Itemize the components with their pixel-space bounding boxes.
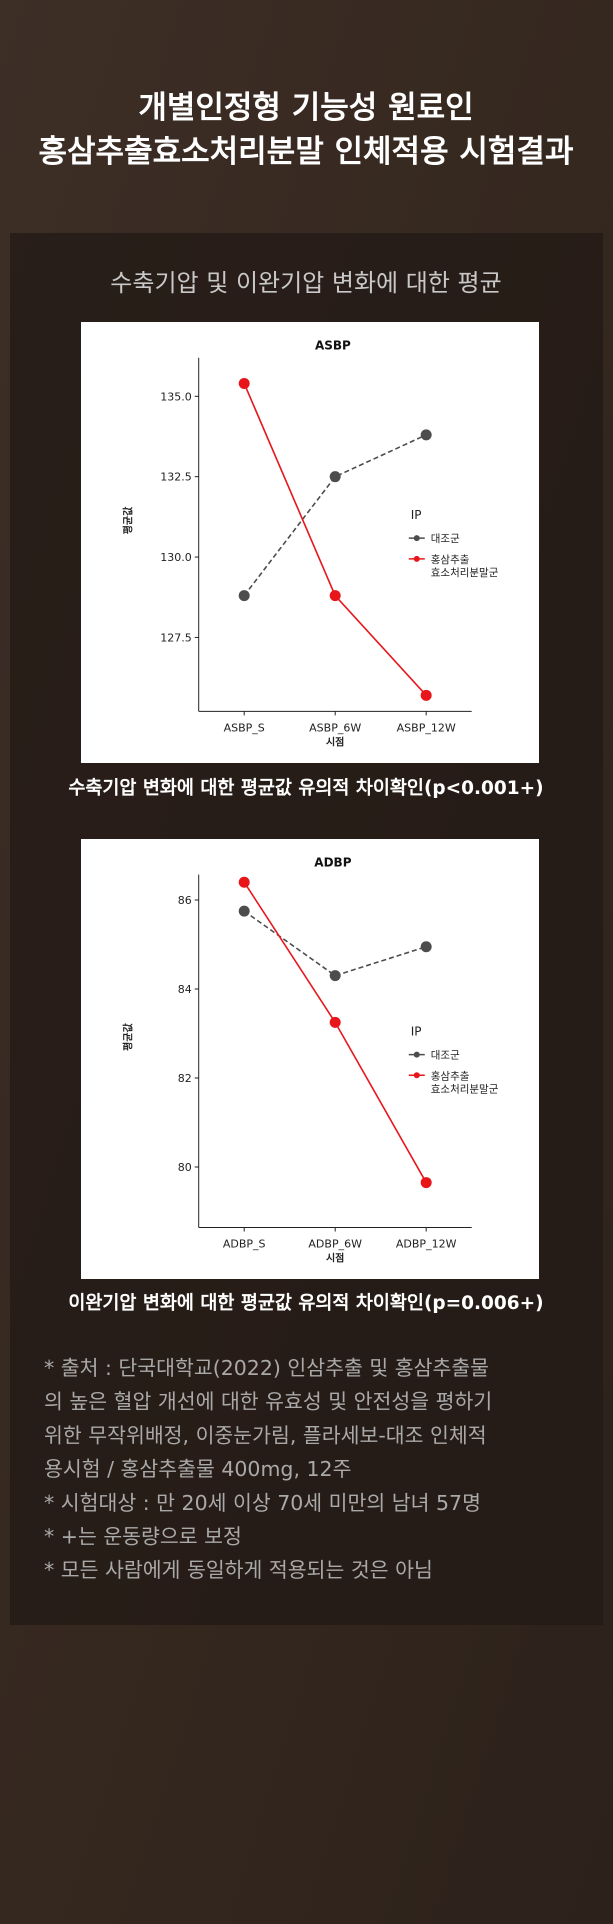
- y-tick-label: 130.0: [160, 551, 192, 564]
- legend-label: 홍삼추출 효소처리분말군: [431, 553, 499, 579]
- legend-title: IP: [411, 1025, 422, 1039]
- subtitle: 수축기압 및 이완기압 변화에 대한 평균: [110, 269, 501, 297]
- point: [238, 377, 250, 389]
- legend-title: IP: [411, 508, 422, 522]
- y-tick-label: 132.5: [160, 471, 192, 484]
- point: [420, 1177, 432, 1189]
- x-tick-label: ASBP_12W: [397, 721, 456, 734]
- point: [238, 905, 250, 917]
- point: [238, 590, 250, 602]
- legend-label: 홍삼추출 효소처리분말군: [431, 1069, 499, 1095]
- x-tick-label: ADBP_12W: [396, 1238, 457, 1251]
- chart-box: [81, 322, 539, 763]
- legend-key-dot: [413, 535, 420, 542]
- point: [329, 471, 341, 483]
- point: [329, 1016, 341, 1028]
- note-line: * 모든 사람에게 동일하게 적용되는 것은 아님: [44, 1558, 433, 1582]
- x-axis-label: 시점: [326, 1253, 344, 1265]
- legend-label: 대조군: [431, 533, 460, 545]
- series-line: [243, 434, 427, 597]
- x-tick-label: ADBP_6W: [308, 1238, 362, 1251]
- point: [238, 876, 250, 888]
- caption: 이완기압 변화에 대한 평균값 유의적 차이확인(p=0.006+): [68, 1292, 543, 1314]
- point: [420, 941, 432, 953]
- note-line: 위한 무작위배정, 이중눈가림, 플라세보-대조 인체적: [44, 1423, 487, 1447]
- legend-key-dot: [413, 555, 420, 562]
- x-axis-label: 시점: [326, 736, 344, 748]
- y-axis-label: 평균값: [121, 1022, 134, 1050]
- y-tick-label: 80: [178, 1161, 192, 1174]
- x-tick-label: ADBP_S: [223, 1238, 266, 1251]
- chart-box: [81, 839, 539, 1279]
- legend-key-dot: [413, 1072, 420, 1079]
- point: [420, 689, 432, 701]
- point: [329, 970, 341, 982]
- x-tick-label: ASBP_S: [224, 721, 265, 734]
- caption: 수축기압 변화에 대한 평균값 유의적 차이확인(p<0.001+): [68, 777, 543, 799]
- note-line: * 시험대상 : 만 20세 이상 70세 미만의 남녀 57명: [44, 1491, 481, 1515]
- y-tick-label: 135.0: [160, 390, 192, 403]
- note-line: * 출처 : 단국대학교(2022) 인삼추출 및 홍삼추출물: [44, 1356, 489, 1380]
- x-tick-label: ASBP_6W: [309, 721, 361, 734]
- note-line: 용시험 / 홍삼추출물 400mg, 12주: [44, 1457, 351, 1481]
- y-tick-label: 86: [178, 894, 192, 907]
- note-line: * +는 운동량으로 보정: [44, 1525, 242, 1549]
- y-axis-label: 평균값: [121, 506, 134, 534]
- legend-label: 대조군: [431, 1050, 460, 1062]
- legend-key-dot: [413, 1051, 420, 1058]
- point: [420, 429, 432, 441]
- title-line: 개별인정형 기능성 원료인: [138, 90, 473, 126]
- point: [329, 590, 341, 602]
- chart-title: ASBP: [315, 338, 351, 352]
- y-tick-label: 84: [178, 983, 192, 996]
- y-tick-label: 127.5: [160, 631, 192, 644]
- title-line: 홍삼추출효소처리분말 인체적용 시험결과: [39, 134, 574, 170]
- chart-title: ADBP: [314, 855, 351, 869]
- y-tick-label: 82: [178, 1072, 192, 1085]
- note-line: 의 높은 혈압 개선에 대한 유효성 및 안전성을 평하기: [44, 1390, 492, 1414]
